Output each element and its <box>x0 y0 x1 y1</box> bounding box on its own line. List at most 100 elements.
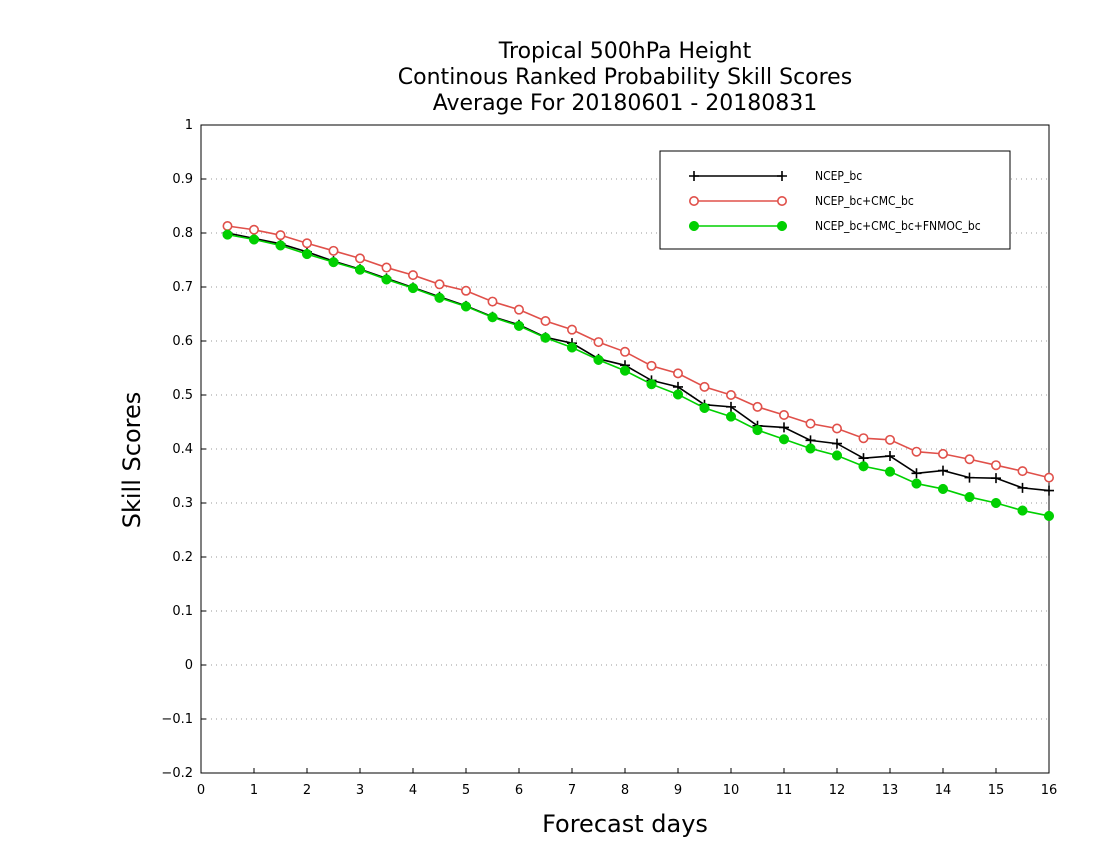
y-tick-label: 0.4 <box>172 442 193 457</box>
y-tick-label: 0 <box>185 658 193 673</box>
x-tick-label: 12 <box>829 783 846 798</box>
y-tick-label: 0.9 <box>172 172 193 187</box>
data-point <box>1043 510 1055 522</box>
data-point <box>964 472 975 483</box>
data-point <box>778 409 789 420</box>
x-tick-label: 15 <box>988 783 1005 798</box>
data-point <box>699 381 710 392</box>
data-point <box>381 274 392 285</box>
x-tick-label: 3 <box>356 783 364 798</box>
data-point <box>513 320 525 331</box>
series-3 <box>222 229 1055 522</box>
data-point <box>752 401 763 412</box>
y-tick-label: 1 <box>185 118 193 133</box>
data-point <box>1044 472 1055 483</box>
data-point <box>699 402 710 414</box>
data-point <box>248 234 260 245</box>
data-point <box>487 312 498 323</box>
data-point <box>275 240 286 251</box>
data-point <box>1017 482 1028 493</box>
data-point <box>460 285 471 296</box>
data-point <box>222 220 233 231</box>
chart-title-line-3: Average For 20180601 - 20180831 <box>433 91 818 116</box>
series-layer <box>222 220 1055 522</box>
data-point <box>619 365 631 376</box>
data-point <box>328 245 339 256</box>
legend-marker <box>688 196 699 207</box>
series-2 <box>222 220 1055 483</box>
legend-item-2: NCEP_bc+CMC_bc <box>688 194 914 208</box>
legend-marker <box>688 220 700 232</box>
data-point <box>407 270 418 281</box>
data-point <box>831 423 842 434</box>
data-point <box>990 497 1002 509</box>
legend-item-3: NCEP_bc+CMC_bc+FNMOC_bc <box>688 219 981 233</box>
legend-marker <box>689 171 699 181</box>
x-axis-label: Forecast days <box>542 810 708 838</box>
data-point <box>301 238 312 249</box>
x-tick-label: 1 <box>250 783 258 798</box>
legend-label: NCEP_bc+CMC_bc+FNMOC_bc <box>815 219 981 233</box>
chart-title-line-1: Tropical 500hPa Height <box>498 39 752 64</box>
series-line <box>227 233 1050 517</box>
legend-box <box>659 150 1011 250</box>
data-point <box>779 422 789 433</box>
data-point <box>434 292 445 303</box>
x-tick-label: 2 <box>303 783 311 798</box>
data-point <box>725 411 737 422</box>
legend-marker <box>777 171 787 181</box>
y-tick-label: −0.1 <box>161 712 193 727</box>
x-tick-label: 10 <box>723 783 740 798</box>
data-point <box>354 253 365 264</box>
x-tick-label: 0 <box>197 783 205 798</box>
data-point <box>884 466 896 477</box>
data-point <box>964 454 975 465</box>
data-point <box>540 332 551 343</box>
x-tick-label: 5 <box>462 783 470 798</box>
data-point <box>328 257 339 268</box>
series-1 <box>222 228 1054 496</box>
x-tick-label: 13 <box>882 783 899 798</box>
data-point <box>778 434 790 445</box>
data-point <box>752 425 763 436</box>
x-tick-label: 6 <box>515 783 523 798</box>
chart-title: Tropical 500hPa Height Continous Ranked … <box>398 39 852 116</box>
data-point <box>831 450 843 461</box>
data-point <box>1017 505 1028 516</box>
data-point <box>884 434 895 445</box>
data-point <box>381 262 392 273</box>
data-point <box>222 229 233 240</box>
data-point <box>1044 485 1054 496</box>
data-point <box>513 304 524 315</box>
x-tick-label: 11 <box>776 783 793 798</box>
data-point <box>434 279 445 290</box>
data-point <box>619 346 630 357</box>
data-point <box>885 451 895 462</box>
y-tick-label: 0.8 <box>172 226 193 241</box>
data-point <box>991 473 1001 484</box>
y-axis: −0.2 −0.1 0 0.1 0.2 0.3 0.4 0.5 0.6 0.7 0.8 0.9 1 <box>161 118 206 781</box>
y-tick-label: 0.5 <box>172 388 193 403</box>
data-point <box>911 468 922 479</box>
data-point <box>832 438 842 449</box>
data-point <box>1017 466 1028 477</box>
y-tick-label: 0.6 <box>172 334 193 349</box>
data-point <box>354 264 366 275</box>
data-point <box>938 465 948 476</box>
x-tick-label: 9 <box>674 783 682 798</box>
data-point <box>407 283 419 294</box>
legend-marker <box>776 220 788 232</box>
data-point <box>858 461 869 472</box>
data-point <box>593 354 604 365</box>
data-point <box>672 368 683 379</box>
data-point <box>911 446 922 457</box>
data-point <box>566 324 577 335</box>
x-tick-label: 4 <box>409 783 417 798</box>
data-point <box>805 443 816 454</box>
y-tick-label: 0.1 <box>172 604 193 619</box>
x-tick-label: 14 <box>935 783 952 798</box>
data-point <box>249 224 260 235</box>
legend-label: NCEP_bc+CMC_bc <box>815 194 914 208</box>
y-tick-label: 0.3 <box>172 496 193 511</box>
legend: NCEP_bc NCEP_bc+CMC_bc NCEP_bc+CMC_bc+FNMO… <box>659 150 1011 250</box>
